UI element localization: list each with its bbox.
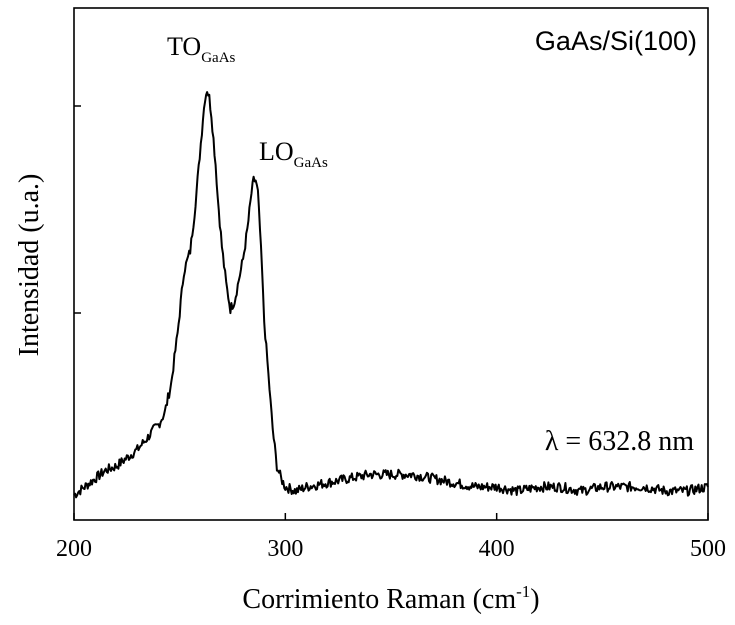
plot-frame [73,7,709,521]
x-tick-label: 300 [267,536,303,562]
x-axis-label: Corrimiento Raman (cm-1) [242,582,539,615]
peak-label-lo-main: LO [259,137,294,166]
x-axis-label-main: Corrimiento Raman (cm [242,584,516,615]
x-tick-label: 400 [479,536,515,562]
sample-label: GaAs/Si(100) [535,26,697,56]
spectrum-line [73,91,709,499]
peak-label-to-sub: GaAs [201,50,235,66]
x-tick-label: 500 [690,536,726,562]
y-ticks [74,105,81,314]
wavelength-label: λ = 632.8 nm [545,426,694,457]
x-axis-label-tail: ) [530,584,539,615]
x-ticks [73,513,709,520]
y-axis-label: Intensidad (u.a.) [14,174,45,357]
peak-label-to: TOGaAs [167,32,236,66]
x-tick-labels: 200 300 400 500 [56,536,726,562]
x-tick-label: 200 [56,536,92,562]
peak-label-to-main: TO [167,32,201,61]
peak-label-lo-sub: GaAs [294,155,328,171]
x-axis-label-sup: -1 [516,582,530,601]
peak-label-lo: LOGaAs [259,137,328,171]
